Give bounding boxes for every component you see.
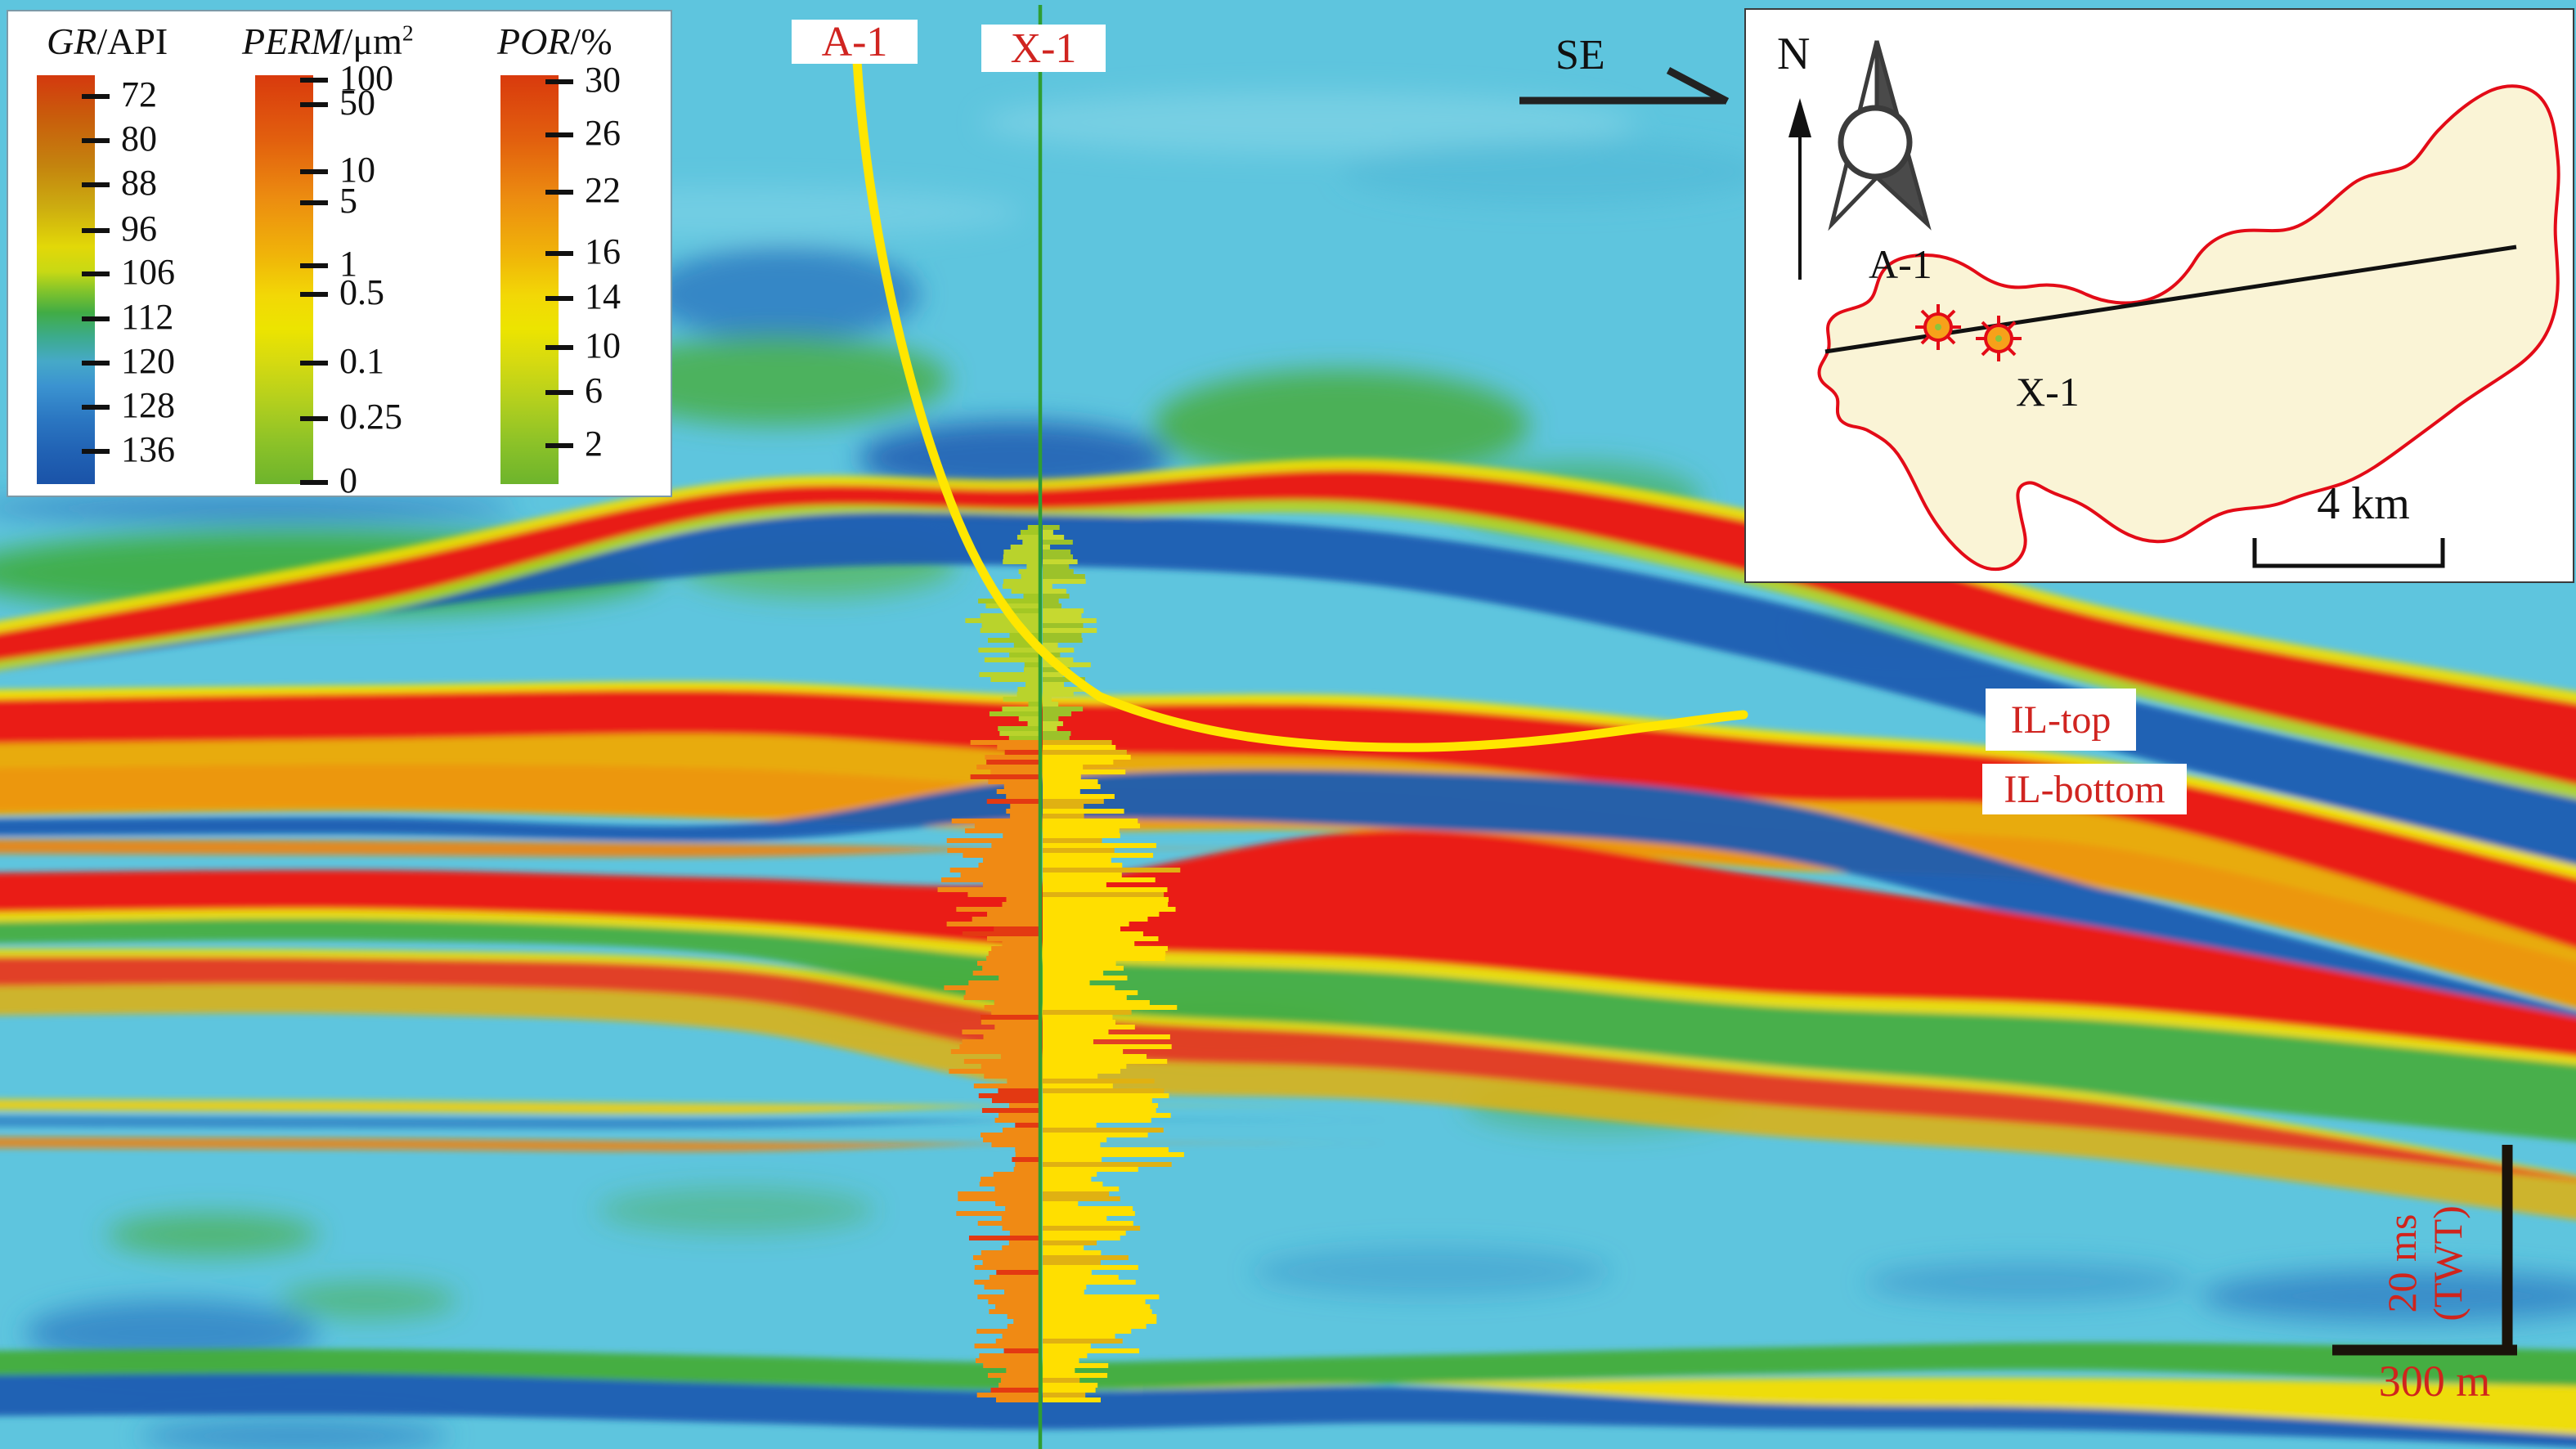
colorbar-tick — [82, 271, 110, 276]
colorbar-tick-label: 50 — [339, 83, 375, 123]
colorbar-tick-label: 0.5 — [339, 272, 384, 312]
twt-scale-label: 20 ms (TWT) — [2327, 1165, 2523, 1362]
colorbar-tick — [300, 169, 328, 174]
colorbar-tick-label: 136 — [121, 429, 175, 469]
colorbar-tick-label: 112 — [121, 297, 174, 337]
colorbar-tick — [300, 479, 328, 485]
inset-map-art — [1788, 40, 2560, 571]
colorbar-tick — [545, 132, 573, 137]
well-log-curves — [937, 525, 1184, 1402]
colorbar-tick — [545, 79, 573, 84]
colorbar-tick — [300, 361, 328, 366]
colorbar-perm-title: PERM/μm2 — [242, 20, 414, 62]
colorbar-tick-label: 2 — [585, 424, 603, 464]
colorbar-tick-label: 6 — [585, 370, 603, 410]
colorbar-tick — [545, 251, 573, 256]
colorbar-tick-label: 0.1 — [339, 341, 384, 381]
north-compass-icon — [1788, 40, 1932, 280]
twt-scale-line1: 20 ms — [2379, 1213, 2425, 1313]
colorbar-tick — [545, 345, 573, 350]
colorbar-tick — [545, 443, 573, 448]
inset-x1-label: X-1 — [2016, 369, 2080, 415]
horizontal-scale-label: 300 m — [2378, 1357, 2491, 1406]
colorbar-tick-label: 88 — [121, 163, 157, 203]
colorbar-tick — [300, 200, 328, 205]
il-top-label: IL-top — [1986, 689, 2136, 751]
colorbar-tick — [82, 449, 110, 454]
colorbar-tick-label: 120 — [121, 341, 175, 381]
seismic-reflector-bands — [0, 458, 2576, 1447]
colorbar-tick-label: 26 — [585, 113, 621, 153]
colorbar-tick — [300, 263, 328, 268]
colorbar-tick — [545, 390, 573, 395]
legend-panel: GR/API 72 80 88 96 106 112 120 128 136 PERM/μm2 … — [7, 10, 672, 500]
colorbar-tick — [82, 94, 110, 99]
inset-scale-label: 4 km — [2317, 478, 2410, 529]
colorbar-tick-label: 10 — [339, 150, 375, 190]
colorbar-perm-ticks: 100 50 10 5 1 0.5 0.1 0.25 0 — [300, 58, 480, 500]
colorbar-tick-label: 1 — [339, 244, 357, 284]
colorbar-tick-label: 14 — [585, 276, 621, 316]
colorbar-gr-ticks: 72 80 88 96 106 112 120 128 136 — [82, 74, 262, 484]
a1-well-trajectory — [852, 56, 1748, 752]
colorbar-tick — [545, 190, 573, 195]
a1-well-symbol — [1915, 304, 1961, 350]
il-bottom-label: IL-bottom — [1982, 764, 2187, 814]
colorbar-tick-label: 96 — [121, 209, 157, 249]
colorbar-tick-label: 80 — [121, 119, 157, 159]
inset-location-map: N A-1 X-1 4 km — [1744, 8, 2574, 583]
colorbar-tick — [300, 78, 328, 83]
twt-scale-line2: (TWT) — [2425, 1205, 2471, 1321]
se-direction-label: SE — [1555, 32, 1605, 79]
colorbar-tick-label: 128 — [121, 385, 175, 425]
colorbar-por-title: POR/% — [497, 20, 613, 62]
colorbar-tick — [300, 292, 328, 297]
colorbar-gr-gradient — [37, 75, 95, 484]
colorbar-tick — [82, 228, 110, 233]
inset-a1-label: A-1 — [1869, 241, 1932, 287]
colorbar-tick-label: 22 — [585, 170, 621, 210]
colorbar-tick-label: 16 — [585, 231, 621, 271]
colorbar-tick-label: 106 — [121, 252, 175, 292]
colorbar-tick — [300, 416, 328, 421]
colorbar-tick-label: 10 — [585, 325, 621, 366]
colorbar-perm-gradient — [255, 75, 313, 484]
colorbar-tick-label: 0 — [339, 460, 357, 500]
colorbar-tick — [545, 296, 573, 301]
a1-well-label: A-1 — [792, 19, 918, 65]
se-direction-arrow — [1519, 67, 1730, 105]
x1-well-label: X-1 — [981, 25, 1106, 72]
colorbar-tick-label: 30 — [585, 60, 621, 100]
colorbar-tick — [82, 361, 110, 366]
colorbar-tick-label: 72 — [121, 74, 157, 114]
colorbar-tick — [300, 102, 328, 107]
inset-north-label: N — [1777, 29, 1811, 79]
colorbar-tick-label: 0.25 — [339, 397, 402, 437]
colorbar-tick — [82, 316, 110, 321]
colorbar-tick — [82, 138, 110, 143]
colorbar-por-gradient — [500, 75, 559, 484]
colorbar-tick-label: 100 — [339, 58, 393, 98]
colorbar-tick — [82, 405, 110, 410]
colorbar-por-ticks: 30 26 22 16 14 10 6 2 — [545, 60, 725, 484]
inset-scale-bracket — [2252, 538, 2445, 568]
x1-well-symbol — [1976, 316, 2022, 361]
section-scale-bracket — [2332, 1145, 2517, 1356]
colorbar-tick — [82, 182, 110, 187]
colorbar-gr-title: GR/API — [47, 20, 168, 62]
colorbar-tick-label: 5 — [339, 181, 357, 221]
